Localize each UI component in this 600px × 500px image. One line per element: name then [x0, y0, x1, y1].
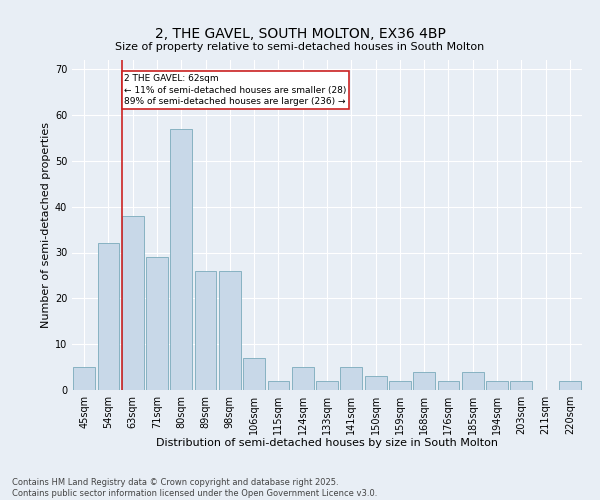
Bar	[413, 372, 435, 390]
Bar	[292, 367, 314, 390]
Bar	[389, 381, 411, 390]
Bar	[559, 381, 581, 390]
Bar	[219, 271, 241, 390]
Bar	[146, 257, 168, 390]
Text: 2 THE GAVEL: 62sqm
← 11% of semi-detached houses are smaller (28)
89% of semi-de: 2 THE GAVEL: 62sqm ← 11% of semi-detache…	[124, 74, 347, 106]
Bar	[73, 367, 95, 390]
Bar	[486, 381, 508, 390]
Bar	[365, 376, 386, 390]
Bar	[437, 381, 460, 390]
Bar	[97, 244, 119, 390]
Bar	[122, 216, 143, 390]
Y-axis label: Number of semi-detached properties: Number of semi-detached properties	[41, 122, 50, 328]
Bar	[316, 381, 338, 390]
X-axis label: Distribution of semi-detached houses by size in South Molton: Distribution of semi-detached houses by …	[156, 438, 498, 448]
Text: 2, THE GAVEL, SOUTH MOLTON, EX36 4BP: 2, THE GAVEL, SOUTH MOLTON, EX36 4BP	[155, 28, 445, 42]
Bar	[170, 128, 192, 390]
Bar	[511, 381, 532, 390]
Bar	[462, 372, 484, 390]
Bar	[268, 381, 289, 390]
Text: Size of property relative to semi-detached houses in South Molton: Size of property relative to semi-detach…	[115, 42, 485, 52]
Bar	[194, 271, 217, 390]
Text: Contains HM Land Registry data © Crown copyright and database right 2025.
Contai: Contains HM Land Registry data © Crown c…	[12, 478, 377, 498]
Bar	[340, 367, 362, 390]
Bar	[243, 358, 265, 390]
